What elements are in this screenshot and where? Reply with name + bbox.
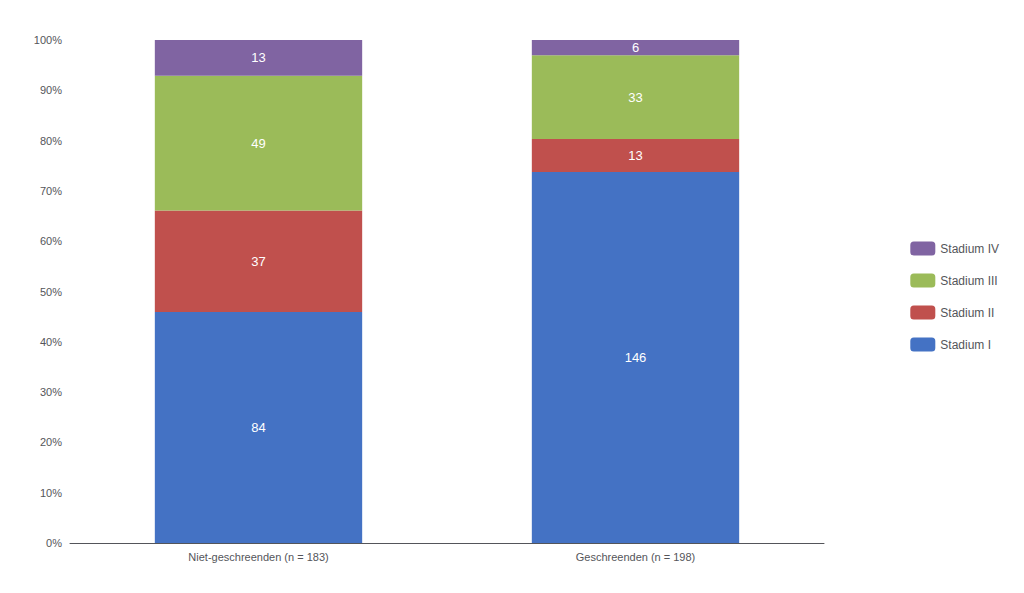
svg-text:13: 13 (251, 50, 265, 65)
svg-text:100%: 100% (34, 34, 62, 46)
svg-text:0%: 0% (46, 537, 62, 549)
svg-text:40%: 40% (40, 336, 62, 348)
svg-text:Stadium II: Stadium II (940, 306, 994, 320)
svg-text:Geschreenden (n = 198): Geschreenden (n = 198) (576, 551, 696, 563)
svg-text:49: 49 (251, 136, 265, 151)
svg-text:60%: 60% (40, 235, 62, 247)
svg-text:6: 6 (632, 40, 639, 55)
svg-text:10%: 10% (40, 487, 62, 499)
svg-text:13: 13 (628, 148, 642, 163)
svg-text:37: 37 (251, 254, 265, 269)
svg-text:84: 84 (251, 420, 265, 435)
svg-text:Stadium IV: Stadium IV (940, 242, 999, 256)
svg-text:80%: 80% (40, 135, 62, 147)
svg-text:33: 33 (628, 90, 642, 105)
svg-text:Stadium III: Stadium III (940, 274, 997, 288)
svg-text:Stadium I: Stadium I (940, 338, 991, 352)
svg-text:70%: 70% (40, 185, 62, 197)
svg-text:Niet-geschreenden (n = 183): Niet-geschreenden (n = 183) (188, 551, 328, 563)
svg-text:30%: 30% (40, 386, 62, 398)
svg-text:50%: 50% (40, 286, 62, 298)
svg-text:146: 146 (625, 350, 647, 365)
svg-text:90%: 90% (40, 84, 62, 96)
svg-text:20%: 20% (40, 436, 62, 448)
